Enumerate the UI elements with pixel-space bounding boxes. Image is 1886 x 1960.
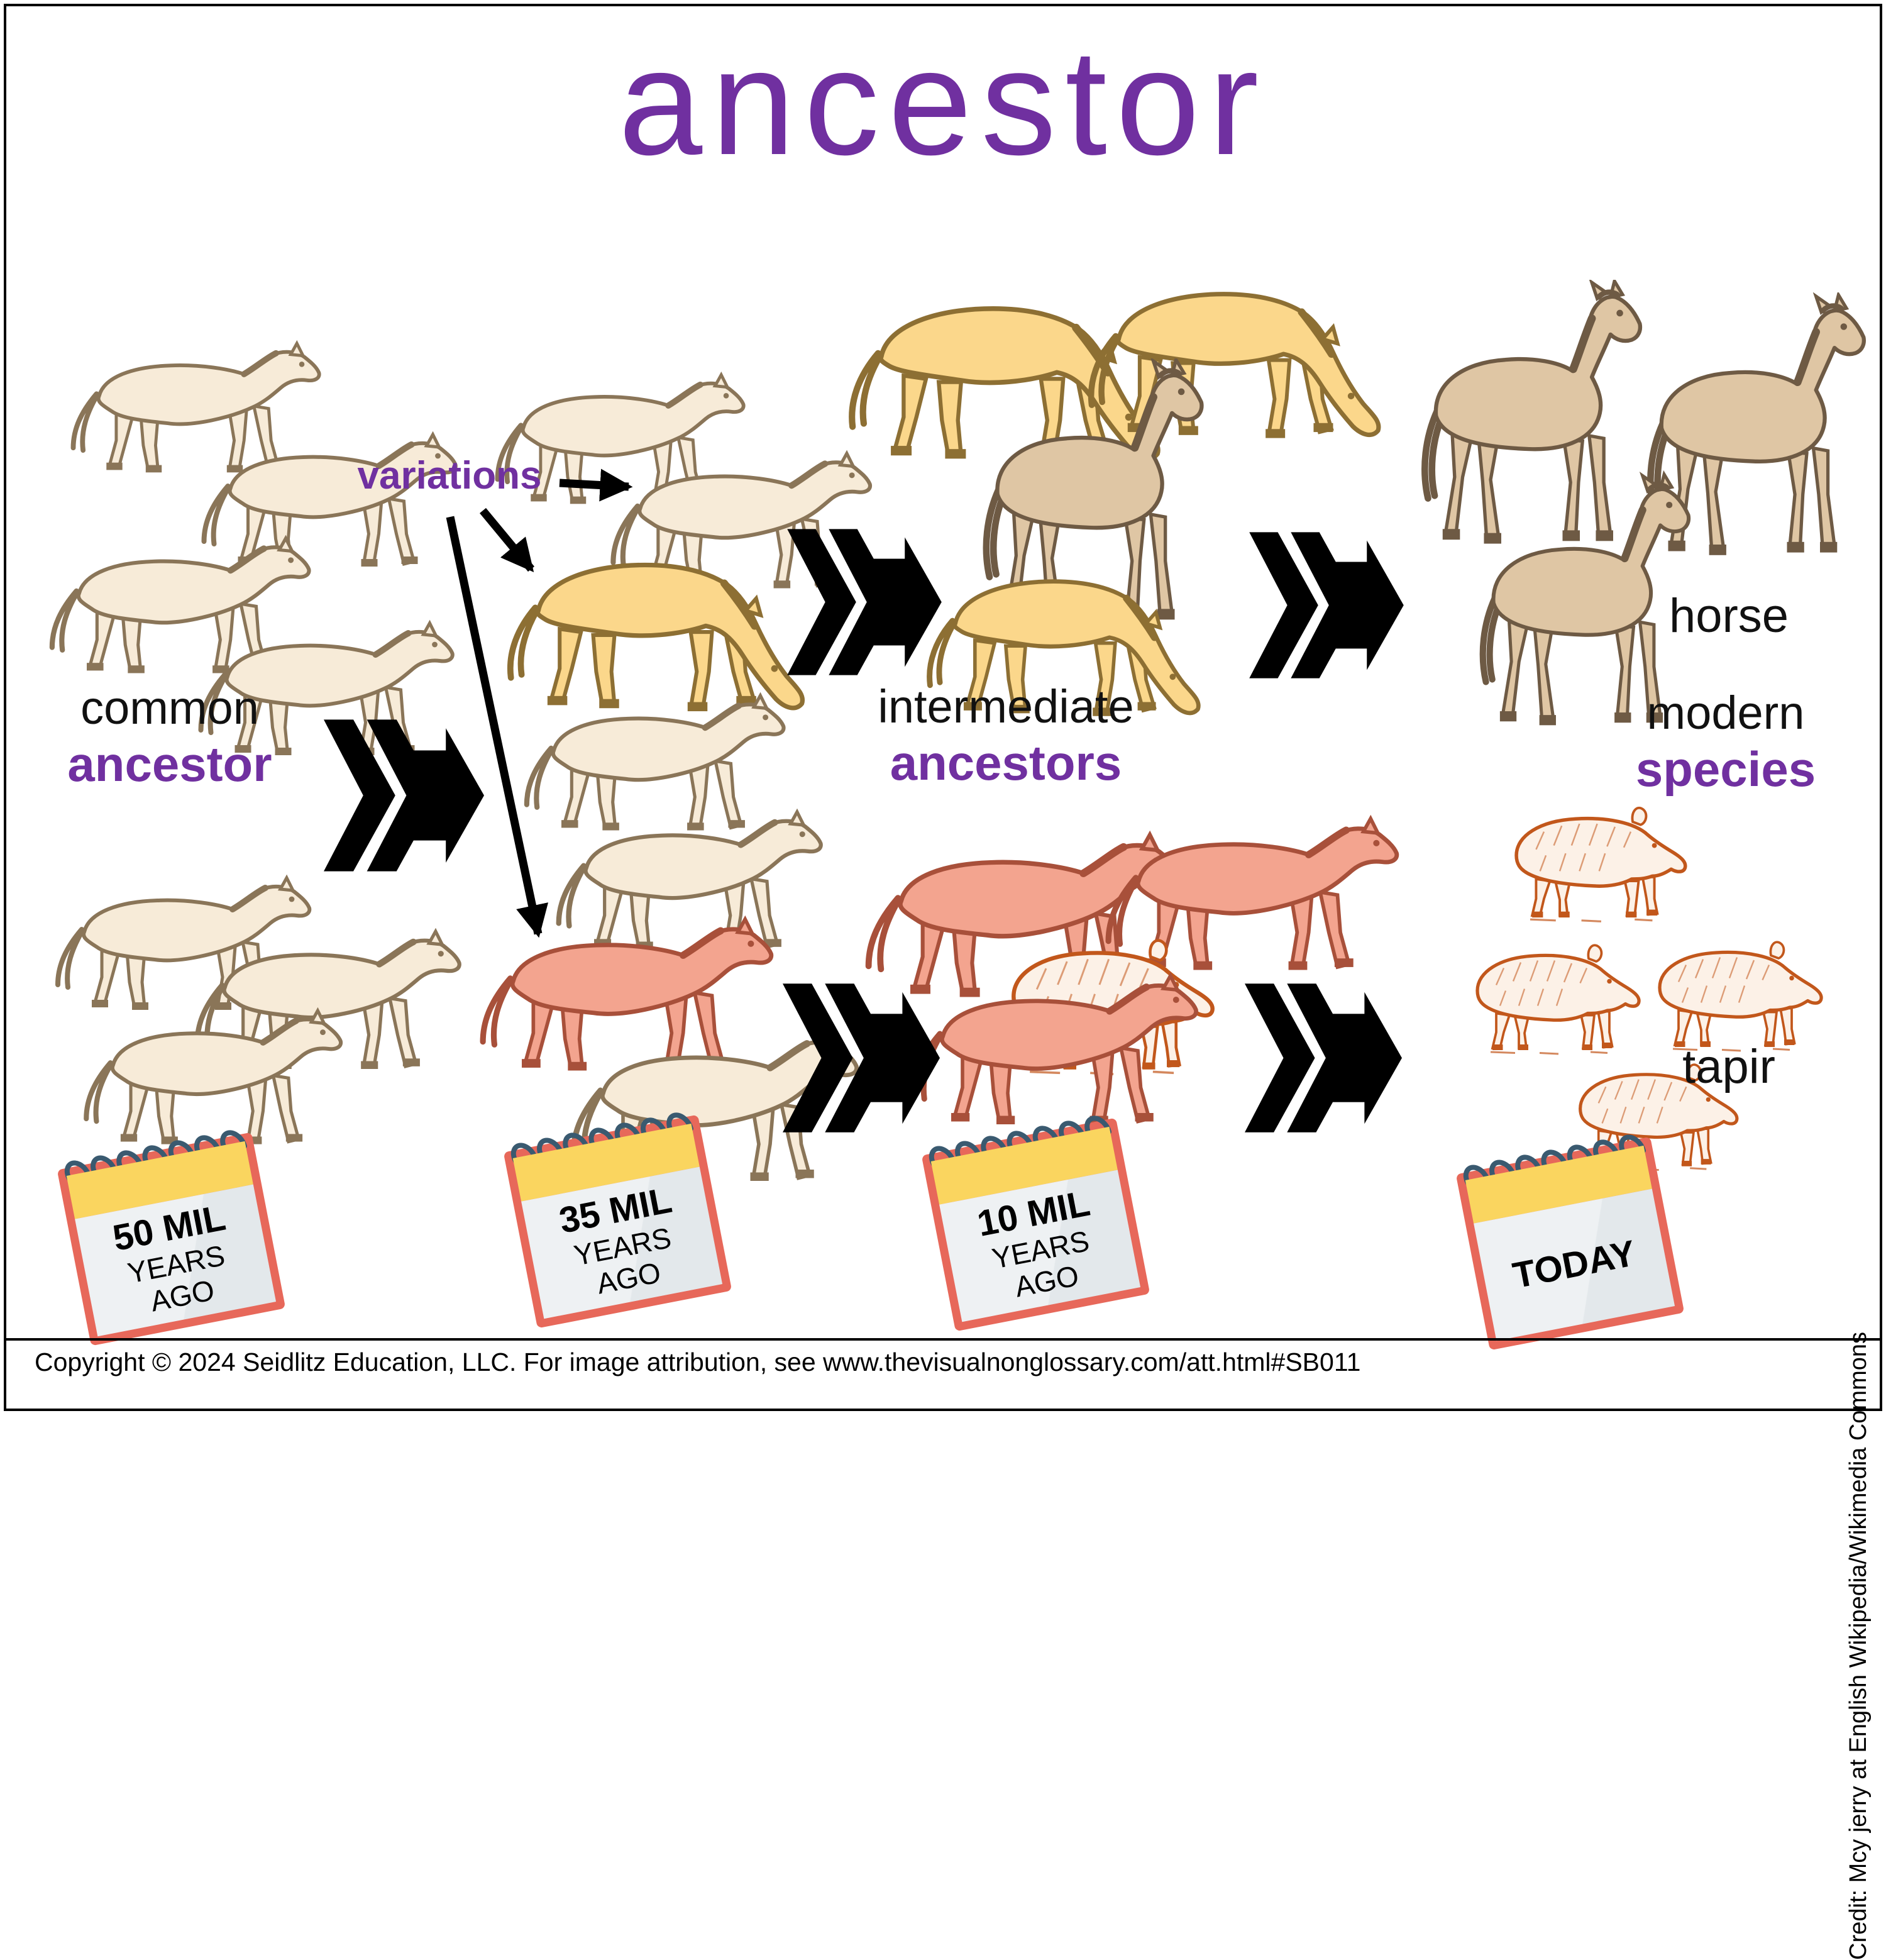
ancestor-vocabulary-poster: { "page": { "title": "ancestor", "copyri… [4, 4, 1882, 1960]
fast-forward-arrow-icon [1245, 983, 1402, 1132]
variation-horse-icon [558, 812, 821, 950]
modern-species-label: modern species [1622, 685, 1829, 798]
modern-species-label-line1: modern [1646, 687, 1805, 739]
variation-arrows-layer [446, 468, 633, 938]
common-ancestor-horse-icon [73, 343, 319, 473]
modern-species-label-line2: species [1635, 741, 1816, 797]
common-ancestor-label-line2: ancestor [67, 736, 272, 792]
variation-pointer-arrow-icon [559, 468, 633, 502]
modern-horse-icon [1425, 281, 1640, 544]
footer-divider-line [4, 1338, 1882, 1341]
evolution-diagram [52, 281, 1864, 1181]
variation-pointer-arrow-icon [479, 507, 535, 573]
common-ancestor-label-line1: common [80, 682, 259, 734]
common-ancestor-horse-icon [86, 1010, 341, 1144]
intermediate-ancestor-horse-icon [1091, 294, 1379, 438]
image-credit-text: Credit: Mcy jerry at English Wikipedia/W… [1845, 1332, 1872, 1960]
modern-tapir-icon [1516, 807, 1685, 922]
intermediate-ancestors-label-line1: intermediate [878, 680, 1134, 733]
modern-tapir-icon [1477, 945, 1640, 1054]
modern-tapir-icon [1660, 942, 1822, 1051]
variations-label: variations [357, 454, 542, 497]
intermediate-ancestors-label-line2: ancestors [890, 735, 1122, 791]
intermediate-ancestor-horse-icon [852, 308, 1158, 462]
intermediate-ancestors-label: intermediate ancestors [861, 679, 1150, 792]
fast-forward-arrow-icon [324, 719, 484, 872]
fast-forward-arrow-icon [787, 529, 942, 675]
variation-pointer-arrow-icon [446, 516, 549, 938]
tapir-label: tapir [1682, 1040, 1775, 1094]
variation-horse-pink-icon [483, 919, 771, 1071]
common-ancestor-label: common ancestor [35, 680, 305, 793]
variation-horse-icon [526, 695, 784, 831]
horse-label: horse [1668, 589, 1789, 643]
copyright-text: Copyright © 2024 Seidlitz Education, LLC… [35, 1348, 1361, 1376]
variation-horse-yellow-icon [510, 565, 803, 712]
page-title: ancestor [618, 18, 1268, 186]
fast-forward-arrow-icon [1249, 532, 1404, 678]
